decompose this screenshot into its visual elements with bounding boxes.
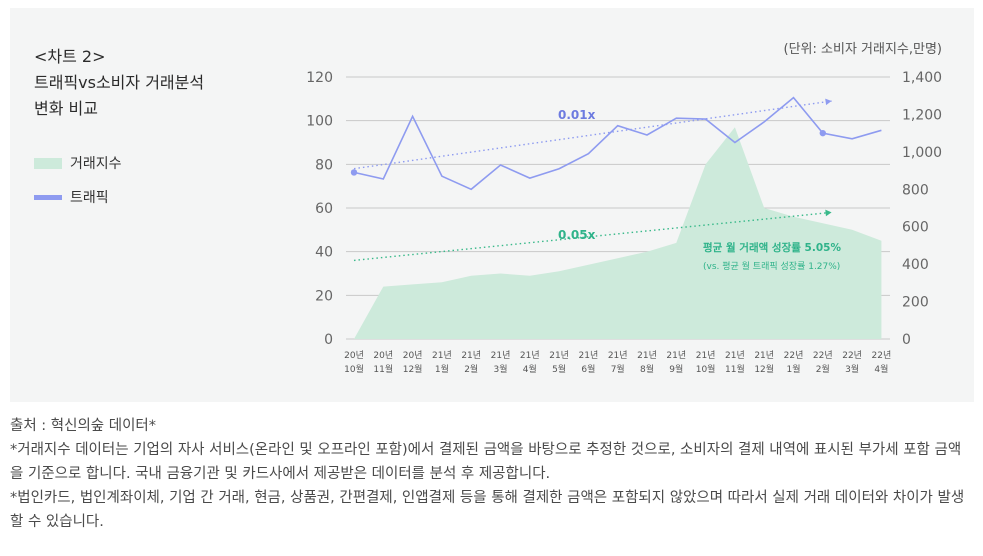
x-tick-year: 20년 — [403, 350, 423, 361]
line-series-traffic — [353, 96, 882, 191]
x-tick-year: 21년 — [725, 350, 745, 361]
footnote-1: *거래지수 데이터는 기업의 자사 서비스(온라인 및 오프라인 포함)에서 결… — [10, 442, 962, 482]
left-axis-tick: 100 — [306, 114, 333, 130]
footnotes: 출처 : 혁신의숲 데이터* *거래지수 데이터는 기업의 자사 서비스(온라인… — [10, 414, 972, 534]
trend-arrowhead — [825, 209, 832, 217]
right-axis-tick: 200 — [902, 295, 929, 311]
trend-label-bottom: 0.05x — [558, 228, 596, 242]
x-tick-month: 9월 — [669, 363, 683, 375]
x-tick-year: 21년 — [549, 350, 569, 361]
traffic-marker — [350, 169, 358, 176]
x-tick-month: 10월 — [344, 363, 364, 375]
chart-title-line1: <차트 2> — [34, 47, 106, 66]
x-tick-year: 21년 — [754, 350, 774, 361]
legend-item-line: 트래픽 — [34, 180, 122, 214]
x-tick-year: 21년 — [432, 350, 452, 361]
x-tick-month: 8월 — [640, 363, 654, 375]
right-axis-tick: 800 — [902, 182, 929, 198]
right-axis-tick: 1,400 — [902, 70, 942, 86]
x-tick-year: 21년 — [637, 350, 657, 361]
legend-label-line: 트래픽 — [70, 190, 109, 206]
legend-label-area: 거래지수 — [70, 156, 122, 172]
right-axis-tick: 1,200 — [902, 107, 942, 123]
x-tick-month: 2월 — [464, 363, 478, 375]
unit-label: (단위: 소비자 거래지수,만명) — [783, 42, 942, 57]
x-tick-year: 20년 — [373, 350, 393, 361]
annotation-line2: (vs. 평균 월 트래픽 성장률 1.27%) — [703, 260, 840, 272]
x-tick-year: 21년 — [579, 350, 599, 361]
x-tick-month: 4월 — [523, 363, 537, 375]
traffic-marker — [819, 129, 826, 137]
x-tick-year: 21년 — [696, 350, 716, 361]
x-tick-year: 21년 — [520, 350, 540, 361]
legend-swatch-line — [34, 194, 62, 200]
right-axis-tick: 400 — [902, 257, 929, 273]
left-axis-tick: 0 — [324, 332, 333, 348]
x-tick-month: 12월 — [403, 363, 423, 375]
left-axis-tick: 120 — [306, 70, 333, 86]
x-tick-month: 1월 — [435, 363, 449, 375]
x-tick-year: 20년 — [344, 350, 364, 361]
chart: 0 20 40 60 80 100 120 0 200 400 600 800 1,000 1,200 1,… — [306, 70, 942, 375]
legend: 거래지수 트래픽 — [34, 146, 122, 214]
x-tick-month: 5월 — [552, 363, 566, 375]
x-tick-year: 22년 — [842, 350, 862, 361]
left-axis-tick: 80 — [315, 157, 333, 173]
chart-title-line2: 트래픽vs소비자 거래분석 — [34, 73, 205, 92]
left-axis-tick: 40 — [315, 245, 333, 261]
x-tick-month: 11월 — [725, 363, 745, 375]
x-tick-month: 6월 — [581, 363, 595, 375]
x-tick-year: 22년 — [813, 350, 833, 361]
x-tick-month: 12월 — [754, 363, 774, 375]
legend-swatch-area — [34, 157, 62, 169]
legend-item-area: 거래지수 — [34, 146, 122, 180]
trend-label-top: 0.01x — [558, 108, 596, 122]
x-tick-month: 1월 — [786, 363, 800, 375]
trend-arrowhead — [825, 98, 832, 106]
trend-line — [353, 100, 832, 170]
x-tick-month: 2월 — [816, 363, 830, 375]
trend-line — [353, 211, 832, 262]
x-tick-year: 21년 — [461, 350, 481, 361]
x-tick-month: 7월 — [611, 363, 625, 375]
x-tick-year: 22년 — [784, 350, 804, 361]
chart-panel: 0 20 40 60 80 100 120 0 200 400 600 800 1,000 1,200 1,… — [10, 8, 974, 402]
x-tick-year: 22년 — [872, 350, 892, 361]
annotation-line1: 평균 월 거래액 성장률 5.05% — [703, 241, 841, 254]
left-axis-tick: 20 — [315, 288, 333, 304]
x-tick-month: 3월 — [493, 363, 507, 375]
x-tick-month: 10월 — [696, 363, 716, 375]
chart-title-line3: 변화 비교 — [34, 99, 98, 118]
x-tick-month: 4월 — [874, 363, 888, 375]
right-axis-tick: 1,000 — [902, 145, 942, 161]
x-tick-year: 21년 — [491, 350, 511, 361]
area-series-transaction-index — [354, 127, 882, 339]
x-tick-year: 21년 — [666, 350, 686, 361]
x-tick-month: 3월 — [845, 363, 859, 375]
footnote-2: *법인카드, 법인계좌이체, 기업 간 거래, 현금, 상품권, 간편결제, 인… — [10, 490, 965, 530]
x-tick-year: 21년 — [608, 350, 628, 361]
right-axis-tick: 0 — [902, 332, 911, 348]
left-axis-tick: 60 — [315, 201, 333, 217]
source-note: 출처 : 혁신의숲 데이터* — [10, 418, 157, 434]
chart-title: <차트 2> 트래픽vs소비자 거래분석 변화 비교 — [34, 44, 204, 122]
x-tick-month: 11월 — [373, 363, 393, 375]
right-axis-tick: 600 — [902, 220, 929, 236]
